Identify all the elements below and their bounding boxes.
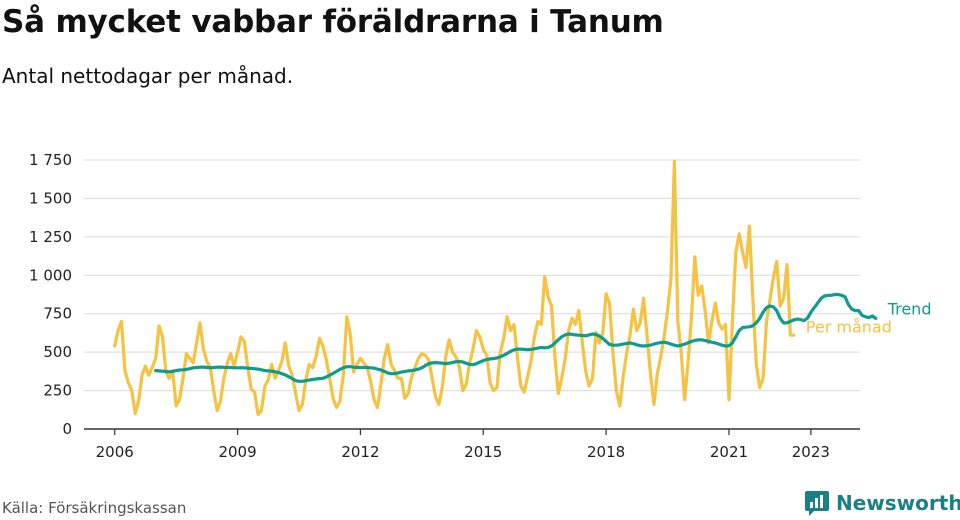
y-tick-label: 1 000 [29,266,72,284]
monthly-series-label: Per månad [806,317,892,336]
monthly-series-line [113,159,796,416]
trend-series-line [154,292,878,383]
y-tick-label: 250 [43,382,72,400]
x-tick-label: 2021 [710,443,748,461]
series-lines [113,159,878,416]
source-note: Källa: Försäkringskassan [2,499,187,517]
x-tick-label: 2023 [792,443,830,461]
y-tick-label: 500 [43,343,72,361]
brand-name: Newsworthy [836,491,960,515]
brand-logo: Newsworthy [804,489,960,517]
y-tick-label: 750 [43,305,72,323]
axes: 0 250 500 750 1 000 1 250 1 500 1 750 2006 2009 20… [29,151,860,461]
bar-chart-logo-icon [805,491,829,516]
x-tick-label: 2015 [464,443,502,461]
y-tick-label: 0 [62,420,72,438]
x-tick-label: 2012 [341,443,379,461]
x-tick-label: 2006 [96,443,134,461]
y-tick-label: 1 250 [29,228,72,246]
y-tick-label: 1 500 [29,189,72,207]
y-tick-label: 1 750 [29,151,72,169]
chart-subtitle: Antal nettodagar per månad. [2,64,294,88]
trend-series-label: Trend [887,299,932,318]
x-tick-label: 2009 [218,443,256,461]
x-tick-label: 2018 [587,443,625,461]
chart-title: Så mycket vabbar föräldrarna i Tanum [2,4,664,40]
